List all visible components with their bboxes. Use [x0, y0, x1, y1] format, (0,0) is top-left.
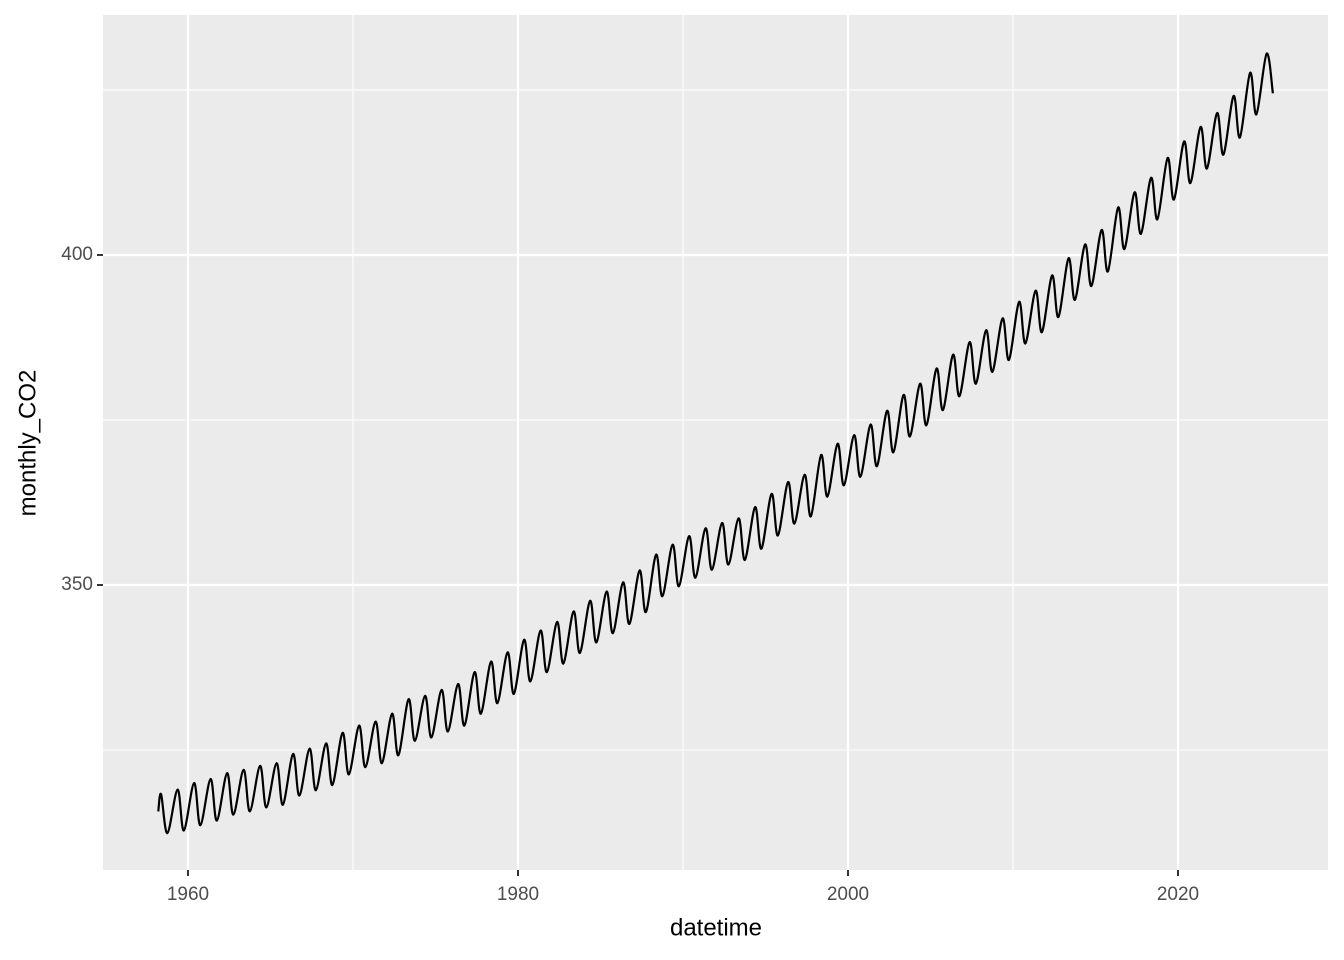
x-axis-title: datetime: [670, 914, 762, 941]
x-tick-label: 1980: [497, 884, 539, 905]
x-tick-label: 1960: [167, 884, 209, 905]
y-tick-label: 350: [61, 574, 93, 595]
panel: [103, 15, 1328, 870]
y-tick-label: 400: [61, 244, 93, 265]
x-tick-label: 2000: [827, 884, 869, 905]
y-axis-title: monthly_CO2: [14, 370, 41, 517]
x-tick-label: 2020: [1157, 884, 1199, 905]
data-line: [157, 52, 1274, 835]
